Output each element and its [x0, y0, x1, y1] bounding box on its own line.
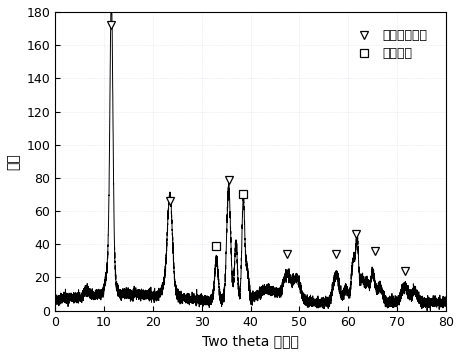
Y-axis label: 强度: 强度	[7, 153, 21, 170]
X-axis label: Two theta （度）: Two theta （度）	[202, 334, 299, 348]
Legend: 类水滑石结构, 氯氧化锌: 类水滑石结构, 氯氧化锌	[347, 24, 432, 65]
